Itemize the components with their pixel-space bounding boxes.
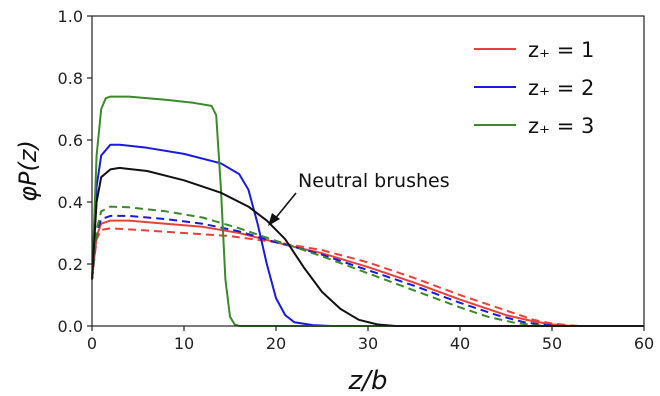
legend-label: z₊ = 1	[528, 38, 594, 62]
x-axis-label: z/b	[348, 366, 388, 396]
annotation-text: Neutral brushes	[298, 170, 450, 192]
x-tick-label: 30	[358, 334, 378, 353]
x-tick-label: 40	[450, 334, 470, 353]
legend-label: z₊ = 3	[528, 114, 594, 138]
annotation-arrowhead	[268, 213, 280, 226]
ticks: 0 10 20 30 40 50 60 0.0 0.2 0.4 0.6 0.8 1.0	[58, 7, 655, 353]
y-tick-label: 1.0	[58, 7, 83, 26]
x-tick-label: 0	[87, 334, 97, 353]
series-line-z3-dashed	[91, 205, 644, 327]
y-tick-label: 0.6	[58, 131, 83, 150]
y-tick-label: 0.2	[58, 255, 83, 274]
annotation-arrow	[273, 192, 297, 221]
x-tick-label: 60	[634, 334, 654, 353]
y-tick-label: 0.8	[58, 69, 83, 88]
series-line-z2-solid	[91, 143, 644, 327]
x-tick-label: 10	[174, 334, 194, 353]
x-tick-label: 20	[266, 334, 286, 353]
series-line-neutral	[91, 166, 644, 327]
plot-series	[91, 95, 644, 327]
series-line-z1-dashed	[91, 227, 644, 327]
legend: z₊ = 1 z₊ = 2 z₊ = 3	[474, 38, 594, 138]
y-tick-label: 0.0	[58, 317, 83, 336]
series-line-z2-dashed	[91, 214, 644, 327]
y-tick-label: 0.4	[58, 193, 83, 212]
x-tick-label: 50	[542, 334, 562, 353]
series-line-z3-solid	[91, 95, 644, 327]
series-line-z1-solid	[91, 219, 644, 327]
y-axis-label: φP(z)	[14, 140, 42, 202]
legend-label: z₊ = 2	[528, 76, 594, 100]
